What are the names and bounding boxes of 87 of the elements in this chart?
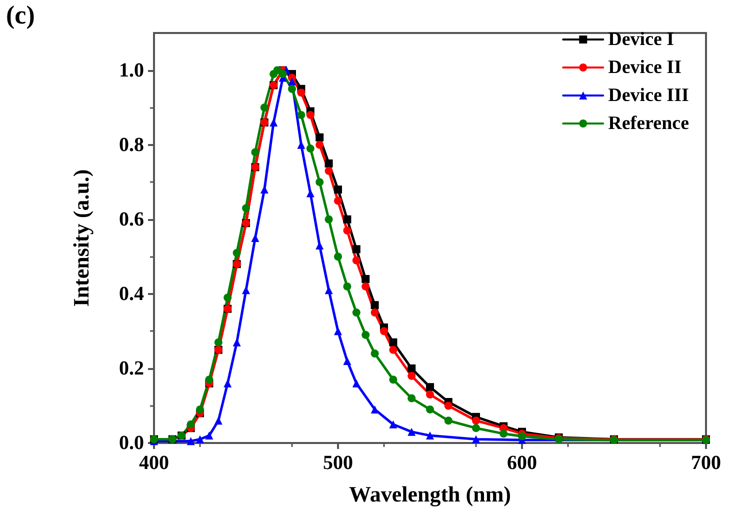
point — [232, 338, 241, 346]
point — [362, 330, 370, 339]
point — [306, 144, 314, 153]
point — [389, 346, 398, 354]
point — [426, 405, 434, 414]
point — [370, 301, 379, 310]
x-tick-label: 600 — [507, 452, 537, 474]
point — [242, 204, 250, 212]
point — [472, 424, 480, 432]
point — [224, 379, 232, 388]
y-tick-label: 0.2 — [119, 357, 144, 380]
x-axis-title: Wavelength (nm) — [349, 482, 511, 506]
point — [426, 432, 434, 440]
point — [297, 111, 306, 119]
point — [260, 104, 268, 112]
y-tick-label: 1.0 — [119, 59, 144, 82]
point — [426, 390, 434, 399]
point — [214, 338, 222, 346]
point — [352, 245, 360, 254]
x-tick-label: 500 — [323, 452, 353, 474]
point — [444, 416, 452, 425]
point — [500, 430, 508, 438]
point — [186, 420, 195, 428]
point — [324, 166, 333, 175]
point — [251, 148, 260, 156]
text: (c) — [6, 0, 35, 30]
point — [334, 186, 342, 194]
point — [472, 416, 480, 425]
point — [408, 372, 416, 380]
point — [205, 432, 214, 440]
legend-label: Device I — [608, 29, 674, 50]
point — [205, 376, 214, 384]
point — [343, 282, 352, 290]
point — [288, 84, 296, 93]
y-tick-label: 0.4 — [119, 282, 144, 305]
point — [343, 215, 352, 224]
point — [324, 215, 333, 224]
point — [370, 308, 379, 317]
point — [389, 420, 398, 428]
x-tick-label: 700 — [691, 452, 721, 474]
point — [316, 178, 324, 186]
point — [324, 159, 333, 168]
point — [370, 405, 379, 414]
point — [288, 77, 296, 86]
point — [278, 70, 287, 78]
legend-label: Device III — [608, 85, 689, 106]
point — [343, 226, 352, 235]
point — [408, 428, 416, 436]
point — [316, 133, 324, 142]
point — [316, 140, 324, 149]
point — [297, 88, 306, 97]
point — [251, 234, 260, 242]
point — [224, 294, 232, 302]
point — [472, 435, 480, 444]
point — [186, 437, 195, 446]
legend-label: Reference — [608, 113, 690, 134]
point — [389, 338, 398, 346]
point — [380, 327, 388, 336]
point — [334, 252, 342, 261]
point — [196, 435, 204, 444]
y-tick-label: 0.6 — [119, 208, 144, 230]
point — [408, 364, 416, 372]
point — [408, 394, 416, 402]
point — [196, 405, 204, 414]
point — [334, 196, 342, 205]
y-tick-label: 0.8 — [119, 134, 144, 156]
x-tick-label: 400 — [139, 452, 169, 474]
point — [324, 286, 333, 294]
y-tick-label: 0.0 — [119, 432, 144, 454]
point — [426, 383, 434, 392]
y-axis-title: Intensity (a.u.) — [68, 169, 94, 307]
point — [334, 327, 342, 336]
legend-label: Device II — [608, 57, 682, 78]
point — [362, 282, 370, 290]
point — [389, 376, 398, 384]
point — [242, 286, 250, 294]
point — [232, 248, 241, 257]
point — [343, 357, 352, 365]
point — [214, 416, 222, 425]
point — [370, 350, 379, 358]
point — [352, 379, 360, 388]
point — [306, 111, 314, 119]
point — [352, 308, 360, 317]
point — [444, 402, 452, 410]
point — [362, 275, 370, 283]
point — [352, 256, 360, 264]
point — [518, 432, 526, 440]
